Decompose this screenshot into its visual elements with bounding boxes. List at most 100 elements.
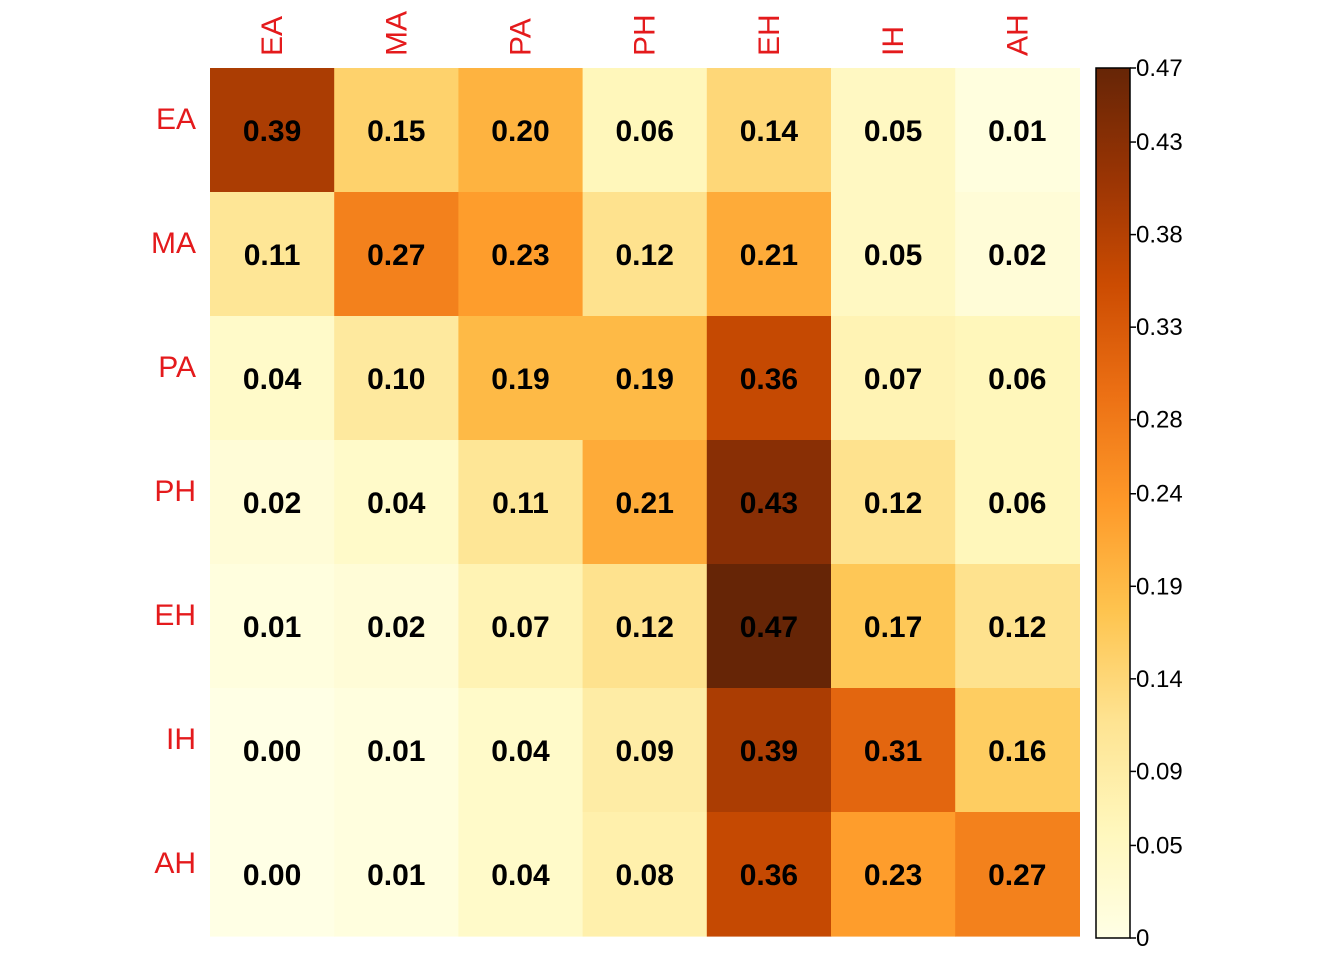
cell-value-label: 0.06: [988, 487, 1046, 520]
heatmap-cell-eh-ih: [831, 564, 956, 689]
cell-value-label: 0.15: [367, 115, 425, 148]
heatmap-cell-ma-ph: [582, 192, 708, 317]
cell-value-label: 0.17: [864, 611, 922, 644]
column-label: EA: [256, 16, 289, 56]
heatmap-cell-ma-eh: [706, 192, 832, 317]
colorbar-tick-label: 0: [1136, 925, 1149, 952]
cell-value-label: 0.04: [367, 487, 426, 520]
row-label: PA: [158, 351, 196, 384]
heatmap-cell-ea-eh: [706, 68, 832, 193]
heatmap-cell-ih-ph: [582, 688, 708, 813]
heatmap-cell-ph-ah: [955, 440, 1080, 565]
cell-value-label: 0.02: [243, 487, 301, 520]
heatmap-cell-ih-ea: [210, 688, 335, 813]
cell-value-label: 0.00: [243, 859, 301, 892]
colorbar-tick-label: 0.43: [1136, 129, 1183, 156]
row-labels: EA MA PA PH EH IH AH: [151, 103, 196, 880]
cell-value-label: 0.27: [367, 239, 425, 272]
heatmap-cell-ph-ea: [210, 440, 335, 565]
heatmap-cell-ih-ih: [831, 688, 956, 813]
heatmap-cell-ah-ih: [831, 812, 956, 937]
heatmap-cell-pa-ph: [582, 316, 708, 441]
heatmap-cell-ah-ah: [955, 812, 1080, 937]
heatmap-cell-ea-ma: [334, 68, 459, 193]
cell-value-label: 0.47: [740, 611, 798, 644]
cell-value-label: 0.20: [491, 115, 549, 148]
column-label: PA: [505, 18, 538, 56]
cell-value-label: 0.08: [616, 859, 674, 892]
row-label: IH: [166, 723, 196, 756]
cell-value-label: 0.07: [864, 363, 922, 396]
cell-value-label: 0.04: [243, 363, 302, 396]
column-label: PH: [629, 14, 662, 56]
colorbar-tick-label: 0.14: [1136, 666, 1183, 693]
heatmap-cell-eh-ma: [334, 564, 459, 689]
cell-value-label: 0.23: [864, 859, 922, 892]
heatmap-cell-ph-eh: [706, 440, 832, 565]
cell-value-label: 0.39: [243, 115, 301, 148]
heatmap-cell-pa-ih: [831, 316, 956, 441]
colorbar-tick-label: 0.28: [1136, 407, 1183, 434]
colorbar-tick-label: 0.24: [1136, 481, 1183, 508]
column-label: AH: [1001, 14, 1034, 56]
cell-value-label: 0.06: [616, 115, 674, 148]
cell-value-label: 0.31: [864, 735, 922, 768]
cell-value-labels: 0.39 0.15 0.20 0.06 0.14 0.05 0.01 0.11 0.27 0.23…: [243, 115, 1047, 892]
cell-value-label: 0.19: [491, 363, 549, 396]
cell-value-label: 0.04: [491, 859, 550, 892]
cell-value-label: 0.07: [491, 611, 549, 644]
heatmap-cell-ma-ea: [210, 192, 335, 317]
cell-value-label: 0.12: [616, 611, 674, 644]
heatmap-cell-ah-pa: [458, 812, 584, 937]
heatmap-cell-ph-ih: [831, 440, 956, 565]
heatmap-cell-pa-ea: [210, 316, 335, 441]
column-label: EH: [753, 14, 786, 56]
heatmap-cell-eh-ah: [955, 564, 1080, 689]
cell-value-label: 0.21: [616, 487, 674, 520]
heatmap-cell-ph-ma: [334, 440, 459, 565]
cell-value-label: 0.02: [367, 611, 425, 644]
row-label: MA: [151, 227, 196, 260]
heatmap-cell-ph-ph: [582, 440, 708, 565]
colorbar-tick-label: 0.33: [1136, 314, 1183, 341]
cell-value-label: 0.09: [616, 735, 674, 768]
heatmap-cell-pa-pa: [458, 316, 584, 441]
heatmap-cell-ih-eh: [706, 688, 832, 813]
heatmap-cell-ih-ah: [955, 688, 1080, 813]
cell-value-label: 0.36: [740, 363, 798, 396]
column-label: IH: [877, 26, 910, 56]
cell-value-label: 0.04: [491, 735, 550, 768]
cell-value-label: 0.11: [492, 487, 549, 520]
cell-value-label: 0.14: [740, 115, 799, 148]
colorbar-tick-label: 0.38: [1136, 222, 1183, 249]
cell-value-label: 0.12: [988, 611, 1046, 644]
heatmap-cell-eh-ea: [210, 564, 335, 689]
heatmap-cell-ih-ma: [334, 688, 459, 813]
cell-value-label: 0.00: [243, 735, 301, 768]
heatmap-cell-ah-eh: [706, 812, 832, 937]
row-label: EA: [156, 103, 196, 136]
heatmap-cell-ea-ih: [831, 68, 956, 193]
heatmap-cell-ea-ea: [210, 68, 335, 193]
cell-value-label: 0.01: [367, 735, 425, 768]
cell-value-label: 0.23: [491, 239, 549, 272]
heatmap-cells: [210, 68, 1080, 937]
column-label: MA: [380, 11, 413, 56]
heatmap-cell-ma-pa: [458, 192, 584, 317]
heatmap-cell-ea-pa: [458, 68, 584, 193]
cell-value-label: 0.36: [740, 859, 798, 892]
heatmap-cell-ma-ih: [831, 192, 956, 317]
cell-value-label: 0.05: [864, 115, 922, 148]
cell-value-label: 0.10: [367, 363, 425, 396]
heatmap-cell-eh-eh: [706, 564, 832, 689]
cell-value-label: 0.27: [988, 859, 1046, 892]
heatmap-cell-ma-ah: [955, 192, 1080, 317]
colorbar-tick-label: 0.05: [1136, 832, 1183, 859]
heatmap-cell-eh-pa: [458, 564, 584, 689]
cell-value-label: 0.01: [367, 859, 425, 892]
cell-value-label: 0.01: [243, 611, 301, 644]
cell-value-label: 0.02: [988, 239, 1046, 272]
colorbar: 0 0.05 0.09 0.14 0.19 0.24 0.28 0.33 0.38 0.43 0.4…: [1095, 55, 1183, 952]
colorbar-tick-label: 0.47: [1136, 55, 1183, 82]
